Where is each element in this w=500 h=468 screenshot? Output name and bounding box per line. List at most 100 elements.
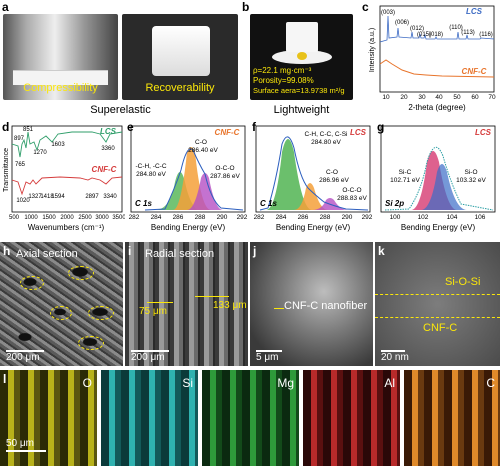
xps-g-x-tick: 102: [418, 214, 429, 221]
annotation-arrow: [274, 308, 284, 309]
xps-e-envelope: [144, 148, 244, 211]
xps-lcs-si2p-chart: LCS Si-C 102.71 eV Si-O 103.32 eV Si 2p …: [380, 125, 496, 232]
si-o-si-label: Si-O-Si: [445, 276, 481, 288]
white-sample-on-flower: [286, 22, 318, 52]
xps-e-peak3-value: 287.86 eV: [210, 173, 240, 180]
ftir-x-tick: 2000: [60, 215, 74, 221]
map-label-o: O: [82, 376, 92, 390]
xrd-x-tick: 40: [435, 94, 443, 101]
xrd-plot-frame: [379, 5, 495, 93]
ftir-peak-label: 1270: [33, 150, 47, 156]
xps-f-x-tick: 292: [362, 214, 373, 221]
xps-e-x-tick: 288: [195, 214, 206, 221]
photo-compressibility: Compressibility: [3, 14, 118, 100]
ftir-x-tick: 3000: [95, 215, 109, 221]
xps-e-region: C 1s: [135, 199, 152, 208]
radial-section-title: Radial section: [145, 248, 215, 260]
nanofiber-annotation: CNF-C nanofiber: [284, 300, 368, 312]
white-sample-block: [152, 26, 210, 76]
xrd-x-tick: 70: [488, 94, 496, 101]
xps-e-peak3-name: O-C-O: [215, 165, 234, 172]
cnf-c-label: CNF-C: [423, 322, 458, 334]
scale-bar: [256, 350, 282, 352]
xps-g-x-tick: 100: [390, 214, 401, 221]
xps-f-peak1-value: 284.80 eV: [311, 139, 341, 146]
ftir-xlabel: Wavenumbers (cm⁻¹): [28, 223, 105, 232]
xrd-peak-012: (012): [410, 26, 424, 32]
xps-e-peak1-name: -C-H, -C-C: [135, 163, 166, 170]
scale-bar: [131, 350, 169, 352]
xrd-legend-cnfc: CNF-C: [462, 67, 487, 76]
xps-e-xlabel: Bending Energy (eV): [151, 223, 226, 232]
xps-e-x-ticks: 282 284 286 288 290 292: [129, 214, 248, 221]
panel-label-f: f: [252, 120, 256, 134]
xps-e-x-tick: 292: [237, 214, 248, 221]
xps-e-peak2-value: 286.40 eV: [188, 147, 218, 154]
right-caption: Recoverability: [145, 82, 215, 94]
xps-e-x-tick: 284: [151, 214, 162, 221]
panel-label-k: k: [378, 244, 385, 258]
scale-bar: [6, 350, 44, 352]
panel-label-d: d: [2, 120, 10, 134]
panel-label-c: c: [362, 0, 369, 14]
ftir-x-tick: 1500: [42, 215, 56, 221]
map-label-al: Al: [384, 376, 395, 390]
panel-label-b: b: [242, 0, 250, 14]
pore-outline: [68, 266, 94, 280]
scale-bar-label: 50 μm: [6, 438, 34, 449]
ftir-x-tick: 500: [9, 215, 20, 221]
map-label-c: C: [486, 376, 495, 390]
tem-interface-image: k Si-O-Si CNF-C 20 nm: [375, 242, 500, 366]
interface-band: [375, 294, 500, 318]
scale-bar-label: 200 μm: [6, 352, 40, 363]
density-text: ρ=22.1 mg·cm⁻³: [253, 66, 312, 75]
xps-g-region: Si 2p: [385, 199, 404, 208]
measurement-133um: 133 μm: [213, 300, 247, 311]
ftir-peak-label: 765: [15, 162, 26, 168]
xps-cnfc-c1s-chart: CNF-C -C-H, -C-C 284.80 eV C-O 286.40 eV…: [129, 125, 248, 232]
scale-bar: [6, 450, 46, 452]
measure-arrow: [147, 302, 173, 303]
xps-g-x-tick: 106: [475, 214, 486, 221]
panel-label-h: h: [3, 244, 11, 258]
measurement-75um: 75 μm: [139, 306, 167, 317]
xps-f-peak1: [266, 139, 312, 210]
ftir-top-peak-labels: 851 897 765 1270 1603 3360: [14, 127, 115, 168]
xps-g-frame: [380, 125, 496, 213]
xps-g-x-tick: 104: [447, 214, 458, 221]
ftir-peak-label: 1020: [16, 198, 30, 204]
xrd-peak-110: (110): [449, 25, 463, 31]
scale-bar-label: 200 μm: [131, 352, 165, 363]
panel-label-e: e: [127, 120, 134, 134]
xrd-legend-lcs: LCS: [466, 7, 483, 16]
white-sample-compressed: [13, 70, 108, 85]
surface-area-text: Surface aera=13.9738 m²/g: [253, 86, 345, 95]
measure-arrow: [195, 296, 229, 297]
xps-f-x-tick: 284: [276, 214, 287, 221]
xrd-x-tick: 50: [453, 94, 461, 101]
xps-f-x-ticks: 282 284 286 288 290 292: [254, 214, 373, 221]
ftir-ylabel: Transmittance: [3, 148, 10, 192]
xps-e-peak2-name: C-O: [195, 139, 207, 146]
ftir-chart: LCS CNF-C 851 897 765 1270 1603 3360 102…: [3, 125, 125, 232]
xrd-x-ticks: 10 20 30 40 50 60 70: [382, 94, 496, 101]
xps-g-peak2-name: Si-O: [465, 169, 478, 176]
pore-outline: [50, 306, 72, 320]
xrd-peak-006: (006): [395, 20, 409, 26]
ftir-peak-label: 3340: [103, 194, 117, 200]
xps-g-peak1-name: Si-C: [399, 169, 412, 176]
scale-bar-label: 20 nm: [381, 352, 409, 363]
ftir-peak-label: 2897: [85, 194, 99, 200]
ftir-peak-label: 3360: [101, 146, 115, 152]
xps-f-xlabel: Bending Energy (eV): [276, 223, 351, 232]
xps-f-peak2-value: 286.96 eV: [319, 177, 349, 184]
superelastic-caption: Superelastic: [90, 104, 151, 116]
pore-outline: [88, 306, 114, 320]
xrd-lcs-line: [379, 15, 495, 43]
xps-f-x-tick: 290: [342, 214, 353, 221]
xps-f-peak3-value: 288.83 eV: [337, 195, 367, 202]
ftir-peak-label: 1327: [28, 194, 42, 200]
xps-g-x-ticks: 100 102 104 106: [390, 214, 486, 221]
eds-map-al: Al: [303, 370, 400, 466]
panel-label-a: a: [2, 0, 9, 14]
